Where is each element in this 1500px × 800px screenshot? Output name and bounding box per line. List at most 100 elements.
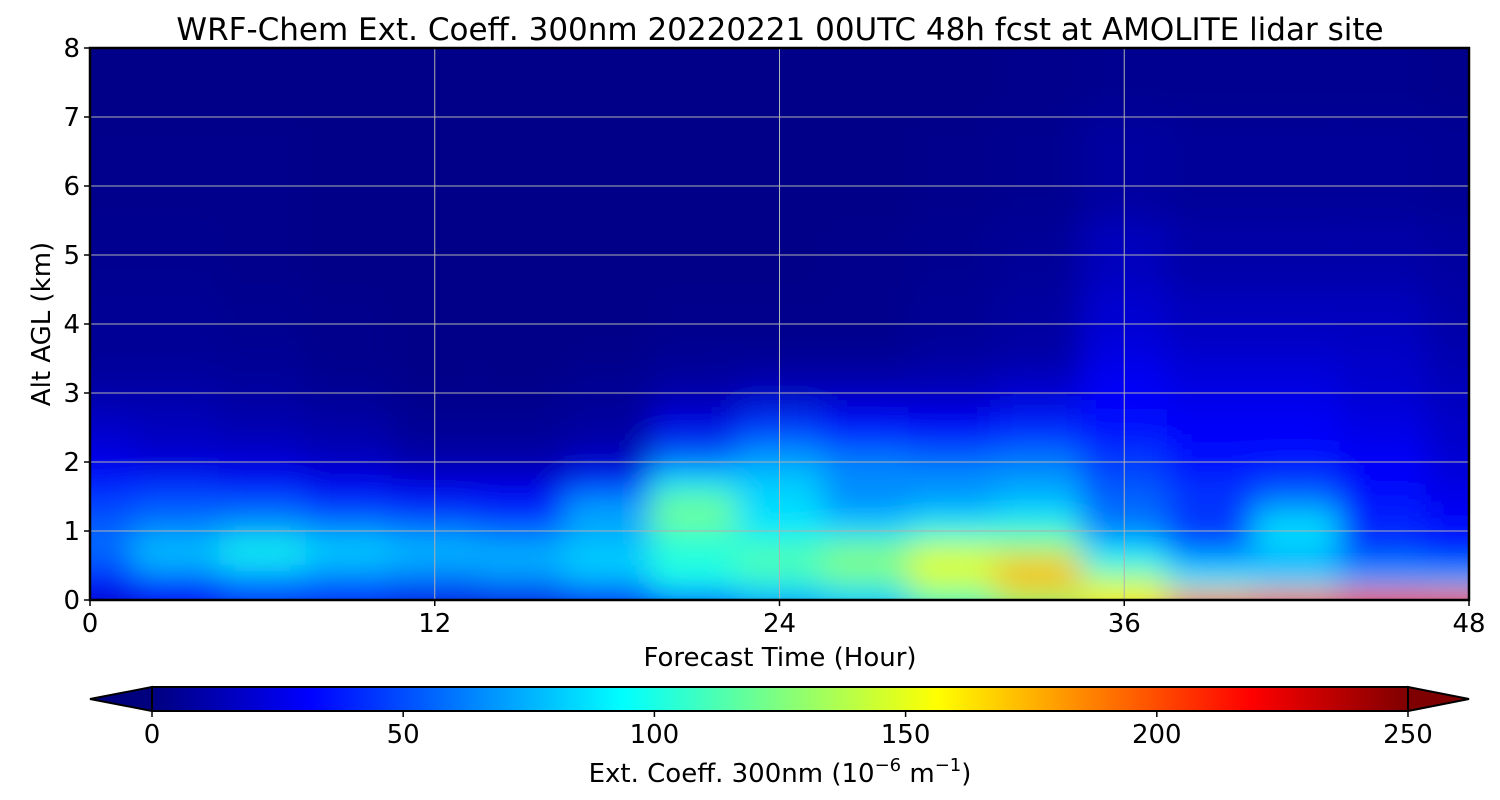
heatmap-cells <box>90 48 1469 600</box>
heatmap-cell <box>564 289 651 342</box>
x-tick-label: 36 <box>1108 609 1141 639</box>
heatmap-cell <box>1253 410 1340 445</box>
heatmap-cell <box>1339 444 1426 471</box>
heatmap-cell <box>133 48 220 117</box>
heatmap-cell <box>908 48 995 117</box>
heatmap-cell <box>994 505 1082 523</box>
heatmap-cell <box>1167 574 1254 592</box>
heatmap-cell <box>1167 444 1254 471</box>
heatmap-cell <box>219 505 306 523</box>
heatmap-cell <box>90 505 134 523</box>
heatmap-cell <box>994 410 1082 445</box>
heatmap-cell <box>219 487 306 506</box>
heatmap-cell <box>1339 556 1426 575</box>
colorbar-label-exponent-2: −1 <box>935 755 962 776</box>
heatmap-cell <box>650 289 737 342</box>
heatmap-field <box>90 48 1469 600</box>
colorbar-label-exponent-1: −6 <box>875 755 902 776</box>
heatmap-cell <box>908 505 995 523</box>
heatmap-cell <box>908 470 995 488</box>
heatmap-cell <box>1253 487 1340 506</box>
heatmap-cell <box>1339 574 1426 592</box>
heatmap-cell <box>1253 574 1340 592</box>
heatmap-cell <box>1253 556 1340 575</box>
x-tick-label: 24 <box>763 609 796 639</box>
y-tick-label: 2 <box>63 448 80 478</box>
heatmap-cell <box>90 556 134 575</box>
heatmap-cell <box>994 470 1082 488</box>
heatmap-cell <box>994 289 1082 342</box>
heatmap-cell <box>477 444 565 471</box>
heatmap-cell <box>1425 410 1469 445</box>
heatmap-cell <box>822 444 909 471</box>
colorbar-extend-high <box>1407 685 1470 713</box>
colorbar-tick-label: 150 <box>881 720 931 750</box>
heatmap-cell <box>908 591 995 600</box>
heatmap-cell <box>1425 117 1469 221</box>
heatmap-cell <box>305 487 392 506</box>
colorbar-tick-label: 250 <box>1383 720 1433 750</box>
heatmap-cell <box>1167 117 1254 221</box>
heatmap-cell <box>908 341 995 376</box>
heatmap-cell <box>1167 505 1254 523</box>
heatmap-cell <box>650 539 737 557</box>
heatmap-cell <box>90 289 134 342</box>
heatmap-cell <box>305 470 392 488</box>
heatmap-cell <box>477 487 565 506</box>
heatmap-cell <box>90 117 134 221</box>
heatmap-cell <box>650 470 737 488</box>
heatmap-cell <box>219 591 306 600</box>
heatmap-cell <box>822 289 909 342</box>
heatmap-cell <box>908 487 995 506</box>
y-axis-label: Alt AGL (km) <box>27 242 57 406</box>
heatmap-cell <box>994 487 1082 506</box>
heatmap-cell <box>650 556 737 575</box>
heatmap-cell <box>650 48 737 117</box>
heatmap-cell <box>477 410 565 445</box>
heatmap-cell <box>133 289 220 342</box>
heatmap-cell <box>1425 48 1469 117</box>
heatmap-cell <box>90 48 134 117</box>
heatmap-cell <box>650 444 737 471</box>
heatmap-cell <box>477 48 565 117</box>
heatmap-cell <box>219 470 306 488</box>
x-axis-label: Forecast Time (Hour) <box>643 643 916 673</box>
heatmap-cell <box>564 539 651 557</box>
heatmap-cell <box>564 487 651 506</box>
heatmap-cell <box>305 591 392 600</box>
heatmap-cell <box>1339 410 1426 445</box>
heatmap-cell <box>822 505 909 523</box>
colorbar-ticks: 0 50 100 150 200 250 <box>144 711 1433 750</box>
heatmap-cell <box>133 505 220 523</box>
heatmap-cell <box>1425 470 1469 488</box>
x-axis-ticks: 0 12 24 36 48 <box>82 600 1486 639</box>
heatmap-cell <box>1167 341 1254 376</box>
heatmap-cell <box>1425 539 1469 557</box>
heatmap-cell <box>305 574 392 592</box>
colorbar-tick-label: 100 <box>630 720 680 750</box>
heatmap-cell <box>1253 289 1340 342</box>
y-tick-label: 5 <box>63 241 80 271</box>
heatmap-cell <box>133 574 220 592</box>
heatmap-cell <box>90 539 134 557</box>
heatmap-cell <box>994 539 1082 557</box>
heatmap-cell <box>133 341 220 376</box>
heatmap-cell <box>650 341 737 376</box>
heatmap-cell <box>305 410 392 445</box>
heatmap-cell <box>133 410 220 445</box>
heatmap-cell <box>994 444 1082 471</box>
heatmap-cell <box>90 470 134 488</box>
x-tick-label: 48 <box>1452 609 1485 639</box>
heatmap-cell <box>1253 470 1340 488</box>
heatmap-cell <box>1167 48 1254 117</box>
y-axis-ticks: 0 1 2 3 4 5 6 7 8 <box>63 34 90 616</box>
heatmap-cell <box>994 341 1082 376</box>
heatmap-cell <box>133 444 220 471</box>
heatmap-cell <box>219 117 306 221</box>
heatmap-cell <box>908 410 995 445</box>
heatmap-cell <box>90 487 134 506</box>
heatmap-cell <box>564 341 651 376</box>
heatmap-cell <box>564 48 651 117</box>
